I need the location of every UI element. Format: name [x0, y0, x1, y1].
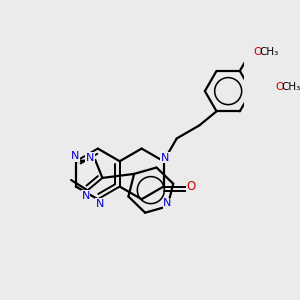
Text: N: N [164, 199, 172, 208]
Text: N: N [81, 190, 90, 201]
Text: CH₃: CH₃ [260, 47, 279, 57]
Text: N: N [70, 152, 79, 161]
Text: CH₃: CH₃ [282, 82, 300, 92]
Text: N: N [96, 199, 104, 208]
Text: O: O [253, 47, 262, 57]
Text: O: O [275, 82, 284, 92]
Text: O: O [187, 180, 196, 193]
Text: N: N [160, 153, 169, 163]
Text: N: N [86, 153, 94, 163]
